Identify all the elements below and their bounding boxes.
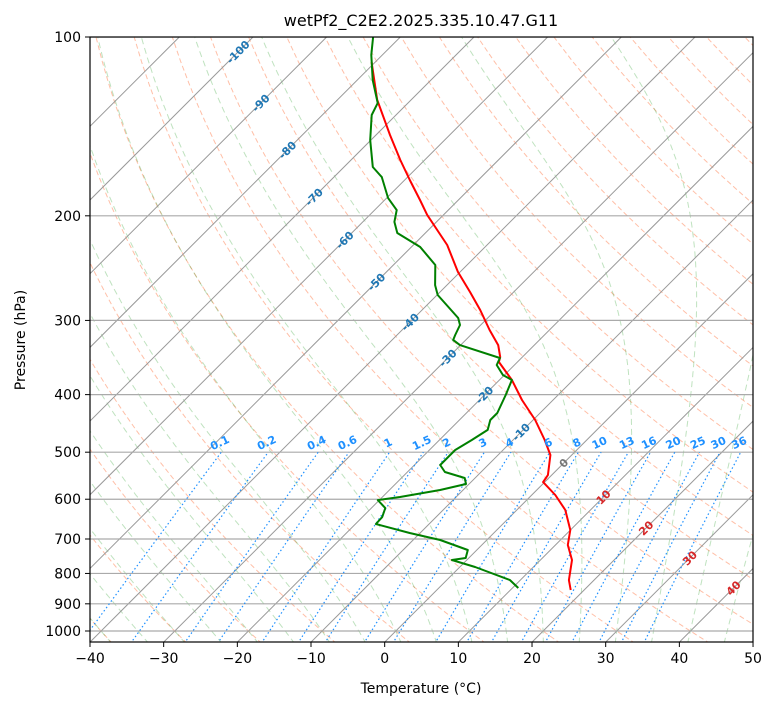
- moist-adiabat: [140, 37, 473, 642]
- isotherm: [90, 37, 401, 349]
- mixing-ratio-line: [544, 451, 652, 642]
- mixing-ratio-line: [598, 451, 701, 642]
- mixing-ratio-line: [261, 451, 391, 642]
- moist-adiabat: [723, 532, 753, 642]
- y-axis-label: Pressure (hPa): [13, 290, 29, 390]
- x-tick-label: 30: [597, 651, 615, 667]
- y-tick-label: 200: [54, 209, 81, 225]
- moist-adiabat: [347, 37, 583, 642]
- mixing-ratio-line: [363, 451, 485, 642]
- isotherm: [90, 37, 254, 201]
- isotherm: [605, 494, 753, 642]
- moist-adiabat: [90, 144, 402, 642]
- isotherm: [90, 37, 549, 496]
- mixing-ratio-line: [435, 451, 551, 642]
- moist-adiabat: [90, 480, 222, 642]
- moist-adiabat: [90, 429, 258, 642]
- mixing-ratio-label: 10: [590, 434, 610, 452]
- isotherm: [90, 37, 475, 422]
- x-tick-label: −40: [75, 651, 105, 667]
- x-tick-label: 50: [744, 651, 762, 667]
- moist-adiabat: [90, 573, 149, 642]
- isotherm: [310, 199, 753, 642]
- dry-adiabat: [90, 534, 187, 642]
- isotherm: [90, 37, 328, 275]
- moist-adiabat: [687, 352, 753, 642]
- isotherm: [237, 125, 753, 642]
- y-tick-label: 700: [54, 532, 81, 548]
- x-tick-label: 40: [670, 651, 688, 667]
- x-tick-label: 10: [449, 651, 467, 667]
- dry-adiabat: [248, 37, 753, 581]
- dry-adiabat: [171, 37, 709, 642]
- dry-adiabat: [133, 37, 634, 642]
- y-tick-label: 300: [54, 313, 81, 329]
- moist-adiabat: [97, 37, 437, 642]
- mixing-ratio-label: 30: [709, 434, 729, 452]
- dry-adiabat: [438, 37, 753, 367]
- mixing-ratio-line: [520, 451, 629, 642]
- moist-adiabat: [90, 312, 331, 642]
- mixing-ratio-label: 36: [730, 434, 750, 452]
- dry-adiabat: [90, 151, 485, 642]
- mixing-ratio-line: [130, 451, 269, 642]
- mixing-ratio-line: [298, 451, 424, 642]
- x-tick-label: −30: [149, 651, 179, 667]
- mixing-ratio-line: [324, 451, 449, 642]
- isotherm: [90, 37, 622, 570]
- moist-adiabat: [90, 374, 295, 642]
- x-tick-label: −10: [296, 651, 326, 667]
- y-tick-label: 100: [54, 30, 81, 46]
- y-tick-label: 400: [54, 388, 81, 404]
- dry-adiabat: [90, 358, 336, 642]
- dry-adiabat: [90, 448, 261, 642]
- x-tick-label: 20: [523, 651, 541, 667]
- axes-frame: [89, 36, 754, 643]
- axis-ticks: −40 −30 −20 −10 0 10 20 30 40 50 100 200 300 400 500 60…: [45, 30, 762, 667]
- dry-adiabat: [210, 37, 753, 625]
- moist-adiabat: [194, 37, 509, 642]
- chart-title: wetPf2_C2E2.2025.335.10.47.G11: [284, 11, 558, 31]
- x-tick-label: −20: [223, 651, 253, 667]
- moist-adiabat: [461, 37, 633, 642]
- isotherm: [90, 37, 696, 642]
- mixing-ratio-label: 16: [639, 434, 659, 452]
- y-tick-label: 800: [54, 566, 81, 582]
- moist-adiabat: [261, 37, 544, 642]
- x-axis-label: Temperature (°C): [360, 681, 482, 697]
- dry-adiabat: [324, 37, 753, 493]
- mixing-ratio-line: [184, 451, 319, 642]
- isotherm: [163, 51, 753, 642]
- dry-adiabat: [515, 37, 753, 285]
- mixing-ratio-label: 13: [617, 434, 636, 452]
- mixing-ratio-label: 25: [688, 434, 707, 452]
- isotherm: [531, 420, 753, 642]
- y-tick-label: 500: [54, 445, 81, 461]
- mixing-ratio-line: [217, 451, 350, 642]
- y-tick-label: 1000: [45, 624, 81, 640]
- moist-adiabat: [90, 238, 366, 642]
- y-tick-label: 900: [54, 597, 81, 613]
- moist-adiabat: [610, 37, 698, 642]
- mixing-ratio-line: [90, 451, 222, 632]
- x-tick-label: 0: [380, 651, 389, 667]
- isotherm: [458, 346, 753, 642]
- dry-adiabat: [400, 37, 753, 409]
- mixing-ratio-line: [571, 451, 676, 642]
- moist-adiabat: [90, 527, 185, 642]
- y-tick-label: 600: [54, 492, 81, 508]
- isotherm: [384, 273, 753, 642]
- dry-adiabat: [95, 37, 560, 642]
- plot-area: [90, 37, 753, 642]
- dewpoint-profile-line: [369, 37, 519, 589]
- mixing-ratio-label: 20: [664, 434, 684, 452]
